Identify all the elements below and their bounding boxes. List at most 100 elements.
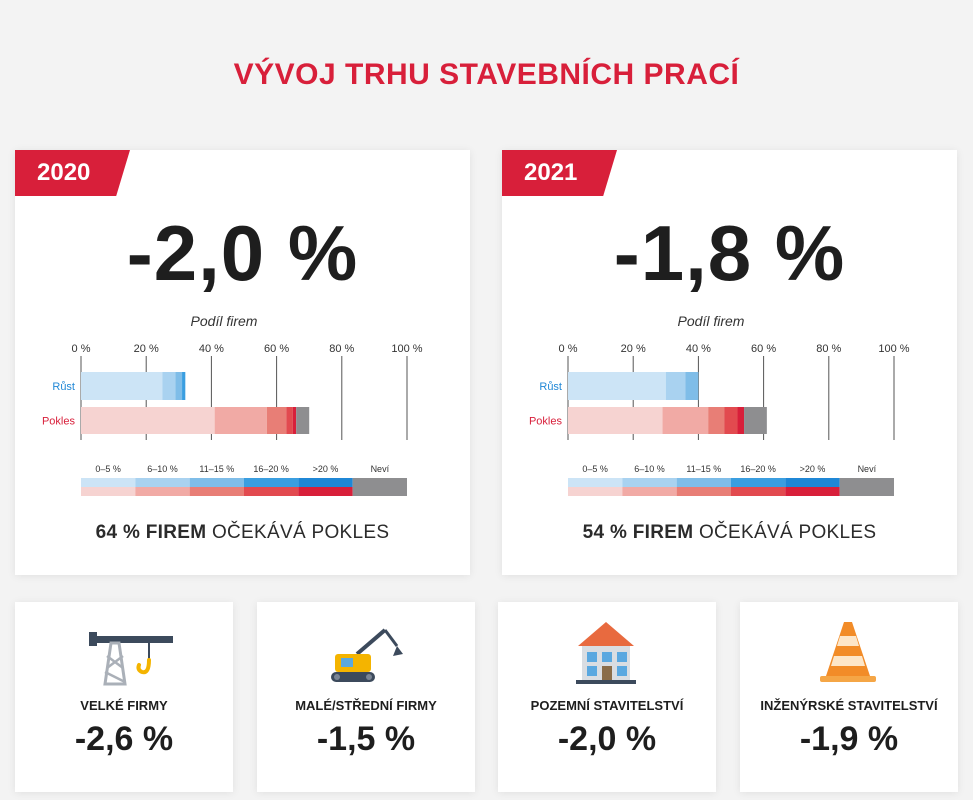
legend-swatch-decline	[568, 487, 623, 496]
legend-label: 6–10 %	[634, 464, 665, 474]
page-title: VÝVOJ TRHU STAVEBNÍCH PRACÍ	[233, 58, 740, 91]
excavator-icon	[331, 628, 403, 682]
bar-segment	[214, 407, 267, 434]
x-tick-label: 100 %	[391, 343, 422, 355]
bar-segment	[744, 407, 767, 434]
x-tick-label: 60 %	[751, 343, 776, 355]
bottom-summary-rest: OČEKÁVÁ POKLES	[698, 522, 877, 543]
legend-swatch-decline	[244, 487, 299, 496]
legend-label: >20 %	[313, 464, 339, 474]
bottom-summary-strong: 64 % FIREM	[95, 522, 207, 543]
legend-label: 16–20 %	[740, 464, 776, 474]
bar-segment	[737, 407, 745, 434]
legend-swatch-growth	[189, 478, 244, 487]
segment-card-building-construction: POZEMNÍ STAVITELSTVÍ -2,0 %	[498, 602, 716, 792]
bar-segment	[662, 407, 709, 434]
year-badge: 2020	[15, 150, 130, 196]
x-tick-label: 20 %	[134, 343, 159, 355]
legend-label: 11–15 %	[686, 464, 721, 474]
legend-swatch-decline	[622, 487, 677, 496]
bottom-summary-strong: 54 % FIREM	[582, 522, 694, 543]
legend-label: 0–5 %	[582, 464, 608, 474]
traffic-cone-icon	[820, 622, 876, 682]
bar-segment	[162, 372, 176, 400]
x-tick-label: 0 %	[72, 343, 91, 355]
legend-swatch-decline	[81, 487, 136, 496]
bar-segment	[81, 372, 163, 400]
bar-segment	[81, 407, 215, 434]
legend-swatch-growth	[731, 478, 786, 487]
legend-swatch-growth	[785, 478, 840, 487]
bottom-summary-rest: OČEKÁVÁ POKLES	[211, 522, 390, 543]
segment-card-large-firms: VELKÉ FIRMY -2,6 %	[15, 602, 233, 792]
year-value: -2,0 %	[126, 209, 359, 297]
segment-label: VELKÉ FIRMY	[80, 698, 168, 713]
bar-segment	[182, 372, 186, 400]
bar-segment	[665, 372, 686, 400]
legend-swatch-growth	[622, 478, 677, 487]
bar-segment	[296, 407, 310, 434]
x-tick-label: 60 %	[264, 343, 289, 355]
share-chart: Podíl firem 0 % 20 % 40 % 60 % 80 % 100 % Růst P…	[529, 313, 910, 496]
bar-segment	[724, 407, 738, 434]
legend-swatch-growth	[135, 478, 190, 487]
legend-swatch-decline	[676, 487, 731, 496]
legend-label: 6–10 %	[147, 464, 178, 474]
legend-swatch-unknown	[352, 478, 407, 496]
legend-label: 0–5 %	[95, 464, 121, 474]
legend-label: 11–15 %	[199, 464, 234, 474]
bar-segment	[685, 372, 699, 400]
legend-swatch-growth	[568, 478, 623, 487]
year-card-2021: 2021 -1,8 % Podíl firem 0 % 20 % 40 % 60 % 80…	[502, 150, 957, 575]
year-badge: 2021	[502, 150, 617, 196]
bar-segment	[568, 372, 666, 400]
category-label: Pokles	[42, 416, 76, 428]
bar-segment	[175, 372, 183, 400]
legend-label: >20 %	[800, 464, 826, 474]
bar-segment	[286, 407, 293, 434]
x-tick-label: 40 %	[686, 343, 711, 355]
house-icon	[576, 622, 636, 684]
share-chart: Podíl firem 0 % 20 % 40 % 60 % 80 % 100 % Růst P…	[42, 313, 423, 496]
legend-swatch-decline	[135, 487, 190, 496]
x-tick-label: 80 %	[816, 343, 841, 355]
tower-crane-icon	[89, 632, 173, 686]
x-tick-label: 20 %	[621, 343, 646, 355]
chart-title: Podíl firem	[191, 313, 258, 329]
category-label: Růst	[539, 381, 562, 393]
segment-label: INŽENÝRSKÉ STAVITELSTVÍ	[760, 698, 938, 713]
year-card-2020: 2020 -2,0 % Podíl firem 0 % 20 % 40 % 60 % 80…	[15, 150, 470, 575]
segment-card-small-medium-firms: MALÉ/STŘEDNÍ FIRMY -1,5 %	[257, 602, 475, 792]
legend-swatch-decline	[785, 487, 840, 496]
legend-swatch-growth	[244, 478, 299, 487]
segment-value: -1,5 %	[316, 720, 416, 758]
legend-swatch-decline	[298, 487, 353, 496]
legend-label: 16–20 %	[253, 464, 289, 474]
legend-swatch-decline	[189, 487, 244, 496]
legend-swatch-growth	[298, 478, 353, 487]
legend-swatch-decline	[731, 487, 786, 496]
legend-label: Neví	[858, 464, 877, 474]
legend-swatch-growth	[676, 478, 731, 487]
chart-title: Podíl firem	[678, 313, 745, 329]
segment-card-civil-engineering: INŽENÝRSKÉ STAVITELSTVÍ -1,9 %	[740, 602, 958, 792]
legend-swatch-unknown	[839, 478, 894, 496]
segment-label: POZEMNÍ STAVITELSTVÍ	[530, 698, 684, 713]
category-label: Pokles	[529, 416, 563, 428]
year-value: -1,8 %	[613, 209, 846, 297]
bar-segment	[568, 407, 663, 434]
bottom-summary: 54 % FIREM OČEKÁVÁ POKLES	[502, 522, 957, 544]
bottom-summary: 64 % FIREM OČEKÁVÁ POKLES	[15, 522, 470, 544]
legend-label: Neví	[371, 464, 390, 474]
legend-swatch-growth	[81, 478, 136, 487]
x-tick-label: 100 %	[878, 343, 909, 355]
x-tick-label: 40 %	[199, 343, 224, 355]
category-label: Růst	[52, 381, 75, 393]
bar-segment	[266, 407, 287, 434]
segment-label: MALÉ/STŘEDNÍ FIRMY	[295, 698, 437, 713]
x-tick-label: 0 %	[559, 343, 578, 355]
segment-value: -2,6 %	[74, 720, 174, 758]
segment-value: -2,0 %	[557, 720, 657, 758]
segment-value: -1,9 %	[799, 720, 899, 758]
bar-segment	[708, 407, 725, 434]
